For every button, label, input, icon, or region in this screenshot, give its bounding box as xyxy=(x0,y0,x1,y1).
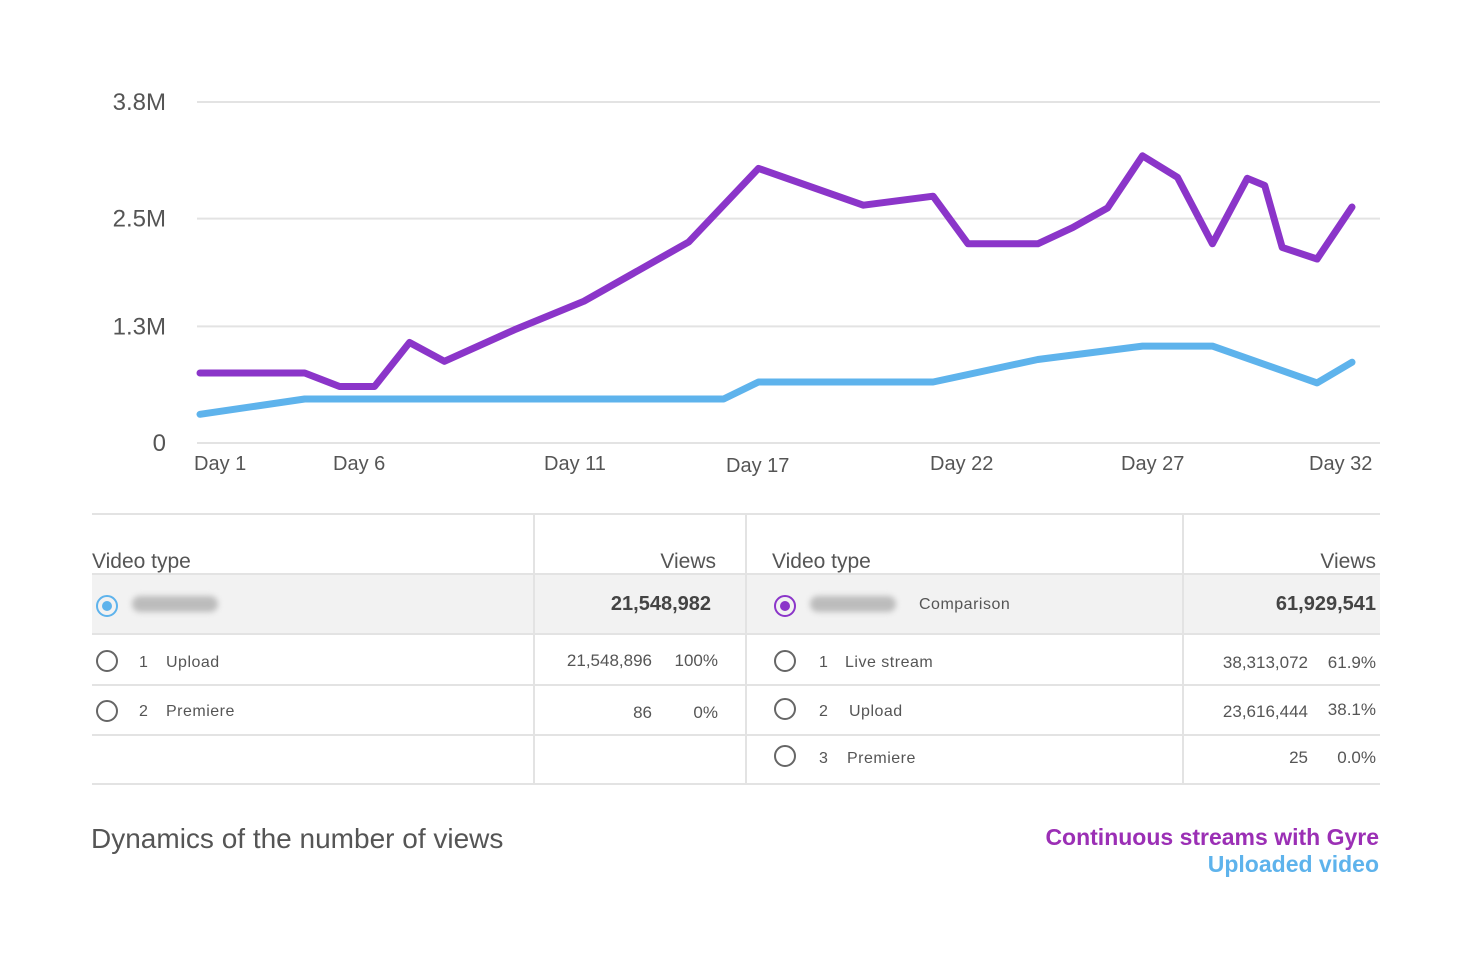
row-rank: 3 xyxy=(819,750,829,767)
series-line-continuous-streams xyxy=(196,152,1356,390)
row-divider xyxy=(92,734,1380,736)
total-radio-selected[interactable] xyxy=(774,595,796,617)
comparison-label: Comparison xyxy=(919,596,1011,613)
x-axis-ticks: Day 1 Day 6 Day 11 Day 17 Day 22 Day 27 Day 32 xyxy=(194,453,1372,477)
x-tick-label: Day 22 xyxy=(930,453,993,475)
x-tick-label: Day 27 xyxy=(1121,453,1184,475)
chart-series xyxy=(196,152,1356,418)
column-divider xyxy=(533,515,535,783)
row-pct: 38.1% xyxy=(1327,700,1376,719)
row-pct: 61.9% xyxy=(1327,653,1376,672)
legend-item-uploaded-video: Uploaded video xyxy=(1207,851,1379,877)
x-tick-label: Day 17 xyxy=(726,455,789,477)
redacted-label xyxy=(132,596,218,612)
row-label: Premiere xyxy=(166,703,235,720)
views-line-chart: 3.8M2.5M1.3M0 Day 1 Day 6 Day 11 Day 17 Day … xyxy=(113,89,1380,477)
column-header-views: Views xyxy=(660,550,716,573)
chart-title: Dynamics of the number of views xyxy=(91,823,504,854)
row-rank: 2 xyxy=(139,703,149,720)
row-views: 23,616,444 xyxy=(1222,702,1308,721)
row-views: 38,313,072 xyxy=(1222,653,1308,672)
column-header-views: Views xyxy=(1320,550,1376,573)
row-radio[interactable] xyxy=(96,700,118,722)
row-radio[interactable] xyxy=(96,650,118,672)
x-tick-label: Day 1 xyxy=(194,453,246,475)
x-tick-label: Day 6 xyxy=(333,453,385,475)
legend-item-continuous-streams: Continuous streams with Gyre xyxy=(1045,824,1379,850)
row-label: Premiere xyxy=(847,750,916,767)
row-pct: 0% xyxy=(693,703,718,722)
row-pct: 0.0% xyxy=(1337,748,1376,767)
table-bottom-divider xyxy=(92,783,1380,785)
row-label: Upload xyxy=(166,654,220,671)
row-radio[interactable] xyxy=(774,745,796,767)
table-top-divider xyxy=(92,513,1380,515)
column-divider xyxy=(1182,515,1184,783)
row-pct: 100% xyxy=(674,651,718,670)
row-rank: 1 xyxy=(819,654,829,671)
y-tick-label: 1.3M xyxy=(113,313,166,340)
header-divider xyxy=(92,573,1380,575)
total-row-band xyxy=(92,575,1380,633)
row-label: Upload xyxy=(849,703,903,720)
series-line-uploaded-video xyxy=(196,342,1356,418)
y-tick-label: 2.5M xyxy=(113,206,166,233)
column-header-video-type: Video type xyxy=(92,550,191,573)
total-divider xyxy=(92,633,1380,635)
x-tick-label: Day 32 xyxy=(1309,453,1372,475)
y-axis-ticks: 3.8M 2.5M 1.3M 0 xyxy=(113,89,166,457)
x-tick-label: Day 11 xyxy=(544,453,606,475)
row-views: 25 xyxy=(1289,748,1308,767)
row-views: 21,548,896 xyxy=(566,651,652,670)
row-radio[interactable] xyxy=(774,650,796,672)
row-label: Live stream xyxy=(845,654,934,671)
row-views: 86 xyxy=(633,703,652,722)
total-radio-selected[interactable] xyxy=(96,595,118,617)
redacted-label xyxy=(810,596,896,612)
row-divider xyxy=(92,684,1380,686)
total-views: 61,929,541 xyxy=(1275,593,1376,615)
row-radio[interactable] xyxy=(774,698,796,720)
row-rank: 1 xyxy=(139,654,149,671)
y-tick-label: 0 xyxy=(153,430,166,457)
total-views: 21,548,982 xyxy=(610,593,711,615)
row-rank: 2 xyxy=(819,703,829,720)
column-header-video-type: Video type xyxy=(772,550,871,573)
chart-gridlines xyxy=(197,101,1380,444)
y-tick-label: 3.8M xyxy=(113,89,166,116)
column-divider xyxy=(745,515,747,783)
